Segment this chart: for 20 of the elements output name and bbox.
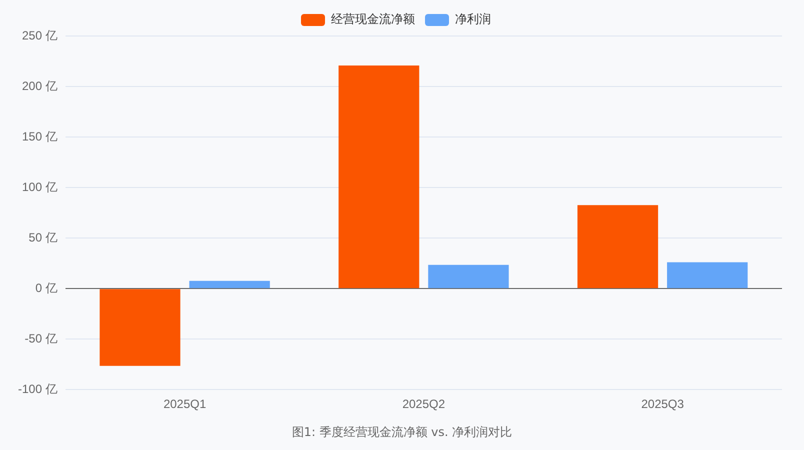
y-tick-label: 200 亿 <box>22 78 58 93</box>
x-tick-label: 2025Q3 <box>641 397 684 412</box>
bar <box>428 264 509 288</box>
y-tick-label: 50 亿 <box>28 230 58 244</box>
y-tick-label: 250 亿 <box>22 28 58 42</box>
bar <box>189 280 270 288</box>
y-tick-label: 150 亿 <box>22 129 58 144</box>
legend-label: 净利润 <box>455 12 491 26</box>
y-tick-label: 100 亿 <box>22 180 58 194</box>
bar <box>338 66 420 288</box>
x-tick-label: 2025Q1 <box>163 397 206 412</box>
caption: 图1: 季度经营现金流净额 vs. 净利润对比 <box>290 424 514 441</box>
legend-label: 经营现金流净额 <box>331 12 415 26</box>
y-tick-label: -50 亿 <box>24 331 58 346</box>
y-tick-label: 0 亿 <box>35 280 58 295</box>
bar <box>100 289 180 366</box>
bar <box>667 262 748 288</box>
bar <box>577 205 658 288</box>
y-tick-label: -100 亿 <box>18 382 58 396</box>
x-tick-label: 2025Q2 <box>402 397 446 412</box>
